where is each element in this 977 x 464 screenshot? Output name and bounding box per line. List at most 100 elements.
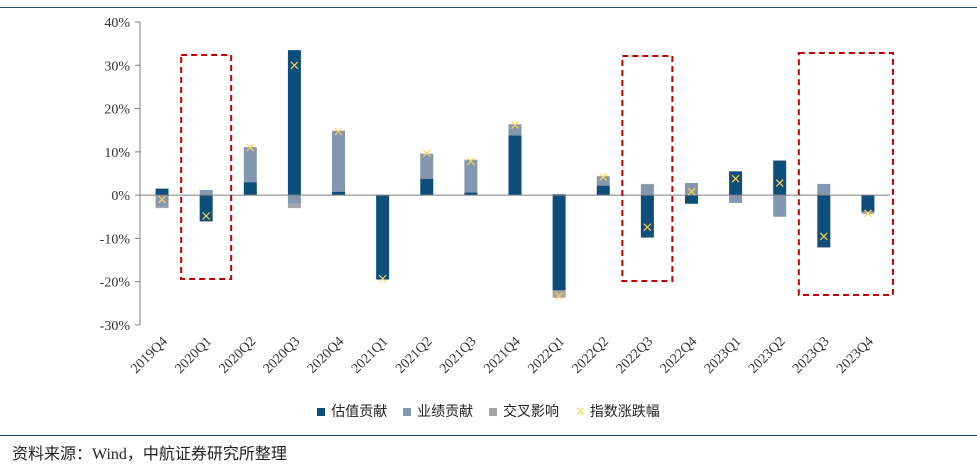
bar-2023Q3-series-0 [817, 195, 831, 248]
bar-2020Q1-series-1 [199, 189, 213, 196]
bar-2020Q3-series-1 [287, 195, 301, 204]
legend-x-marker-icon: ✕ [574, 404, 586, 420]
bar-2020Q1-series-0 [199, 195, 213, 222]
legend: 估值贡献 业绩贡献 交叉影响 ✕ 指数涨跌幅 [0, 401, 977, 421]
x-tick-label-2023Q1: 2023Q1 [702, 334, 745, 377]
bar-2021Q1-series-0 [376, 195, 390, 280]
highlight-box-2 [621, 55, 674, 282]
bar-2022Q2-series-1 [596, 176, 610, 186]
x-tick-label-2021Q1: 2021Q1 [349, 334, 392, 377]
x-tick-label-2023Q3: 2023Q3 [790, 334, 833, 377]
x-tick-label-2022Q4: 2022Q4 [658, 334, 701, 377]
index-change-marker-2020Q3 [290, 61, 299, 70]
bar-2021Q3-series-0 [464, 192, 478, 196]
highlight-box-3 [797, 52, 894, 296]
y-tick-label: 10% [104, 146, 130, 161]
y-tick-label: 20% [104, 103, 130, 118]
index-change-marker-2019Q4 [158, 195, 166, 204]
index-change-marker-2022Q1 [555, 292, 564, 300]
bar-2019Q4-series-1 [155, 195, 169, 207]
x-tick-label-2022Q3: 2022Q3 [614, 334, 657, 377]
bar-2020Q2-series-1 [243, 147, 257, 183]
legend-label-index-change: 指数涨跌幅 [589, 403, 660, 419]
index-change-marker-2020Q1 [202, 211, 211, 220]
bar-2019Q4-series-0 [155, 188, 169, 196]
bar-2022Q2-series-0 [596, 185, 610, 196]
bar-2020Q4-series-0 [332, 191, 346, 196]
x-tick-label-2021Q3: 2021Q3 [437, 334, 480, 377]
index-change-marker-2022Q3 [643, 223, 652, 232]
index-change-marker-2021Q4 [511, 121, 519, 129]
legend-item-cross: 交叉影响 [488, 401, 559, 421]
index-change-marker-2023Q1 [731, 174, 740, 183]
legend-label-earnings: 业绩贡献 [417, 403, 474, 419]
bar-2022Q1-series-1 [552, 193, 566, 196]
bar-2023Q3-series-2 [817, 247, 831, 248]
index-change-marker-2022Q4 [687, 187, 696, 196]
bar-2021Q2-series-0 [420, 178, 434, 196]
bar-2023Q4-series-0 [861, 195, 875, 212]
bar-2023Q2-series-0 [773, 160, 787, 196]
index-change-marker-2020Q2 [246, 143, 255, 152]
index-change-marker-2022Q2 [599, 173, 608, 181]
y-tick-label: -20% [100, 276, 131, 291]
x-tick-label-2020Q1: 2020Q1 [172, 334, 215, 377]
x-tick-label-2023Q2: 2023Q2 [746, 334, 789, 377]
x-tick-label-2022Q1: 2022Q1 [525, 334, 568, 377]
top-rule [0, 7, 977, 8]
index-change-marker-2023Q4 [864, 209, 872, 218]
stacked-bar-chart: -30%-20%-10%0%10%20%30%40%2019Q4 2020Q1 20… [100, 16, 894, 377]
bar-2020Q1-series-2 [199, 221, 213, 222]
bar-2021Q3-series-1 [464, 160, 478, 193]
x-tick-label-2020Q2: 2020Q2 [217, 334, 260, 377]
bar-2023Q1-series-2 [729, 202, 743, 204]
index-change-marker-2021Q2 [422, 149, 431, 158]
bar-2021Q3-series-2 [464, 159, 478, 161]
legend-swatch-earnings [403, 408, 412, 417]
bar-2021Q4-series-0 [508, 135, 522, 196]
bar-2022Q3-series-2 [640, 183, 654, 185]
bar-2021Q2-series-1 [420, 154, 434, 179]
bar-2022Q3-series-0 [640, 195, 654, 238]
bar-2020Q4-series-1 [332, 131, 346, 192]
x-tick-label-2021Q2: 2021Q2 [393, 334, 436, 377]
bottom-rule [0, 435, 977, 436]
index-change-marker-2021Q1 [378, 274, 387, 283]
bar-2022Q1-series-2 [552, 290, 566, 298]
bar-2022Q3-series-1 [640, 184, 654, 196]
y-tick-label: 30% [104, 59, 130, 74]
x-tick-label-2020Q4: 2020Q4 [305, 334, 348, 377]
bar-2023Q3-series-1 [817, 183, 831, 196]
y-tick-label: 0% [111, 189, 130, 204]
index-change-marker-2023Q3 [819, 232, 828, 241]
bar-2019Q4-series-2 [155, 206, 169, 209]
legend-item-valuation: 估值贡献 [317, 401, 387, 421]
bar-2023Q1-series-0 [729, 171, 743, 196]
legend-label-cross: 交叉影响 [502, 403, 559, 419]
index-change-marker-2023Q2 [775, 179, 784, 187]
bar-2023Q1-series-1 [729, 195, 743, 203]
legend-swatch-valuation [317, 408, 326, 417]
bar-2020Q2-series-0 [243, 182, 257, 196]
bar-2022Q4-series-1 [684, 183, 698, 196]
x-tick-label-2023Q4: 2023Q4 [834, 334, 877, 377]
index-change-marker-2021Q3 [466, 157, 475, 166]
x-tick-label-2021Q4: 2021Q4 [481, 334, 524, 377]
bar-2023Q4-series-1 [861, 211, 875, 213]
x-tick-label-2022Q2: 2022Q2 [570, 334, 613, 377]
y-tick-label: -10% [100, 232, 131, 247]
bar-2023Q2-series-1 [773, 195, 787, 217]
y-tick-label: -30% [100, 319, 131, 334]
bar-2020Q3-series-0 [287, 50, 301, 196]
y-tick-label: 40% [104, 16, 130, 31]
bar-2020Q3-series-2 [287, 203, 301, 209]
legend-item-earnings: 业绩贡献 [403, 401, 473, 421]
legend-item-index-change: ✕ 指数涨跌幅 [575, 401, 660, 421]
legend-label-valuation: 估值贡献 [331, 403, 388, 419]
x-tick-label-2020Q3: 2020Q3 [261, 334, 304, 377]
bar-2021Q4-series-1 [508, 124, 522, 136]
bar-2022Q1-series-0 [552, 195, 566, 291]
legend-swatch-cross [488, 408, 497, 417]
highlight-box-1 [180, 54, 233, 280]
source-note: 资料来源：Wind，中航证券研究所整理 [12, 446, 287, 463]
